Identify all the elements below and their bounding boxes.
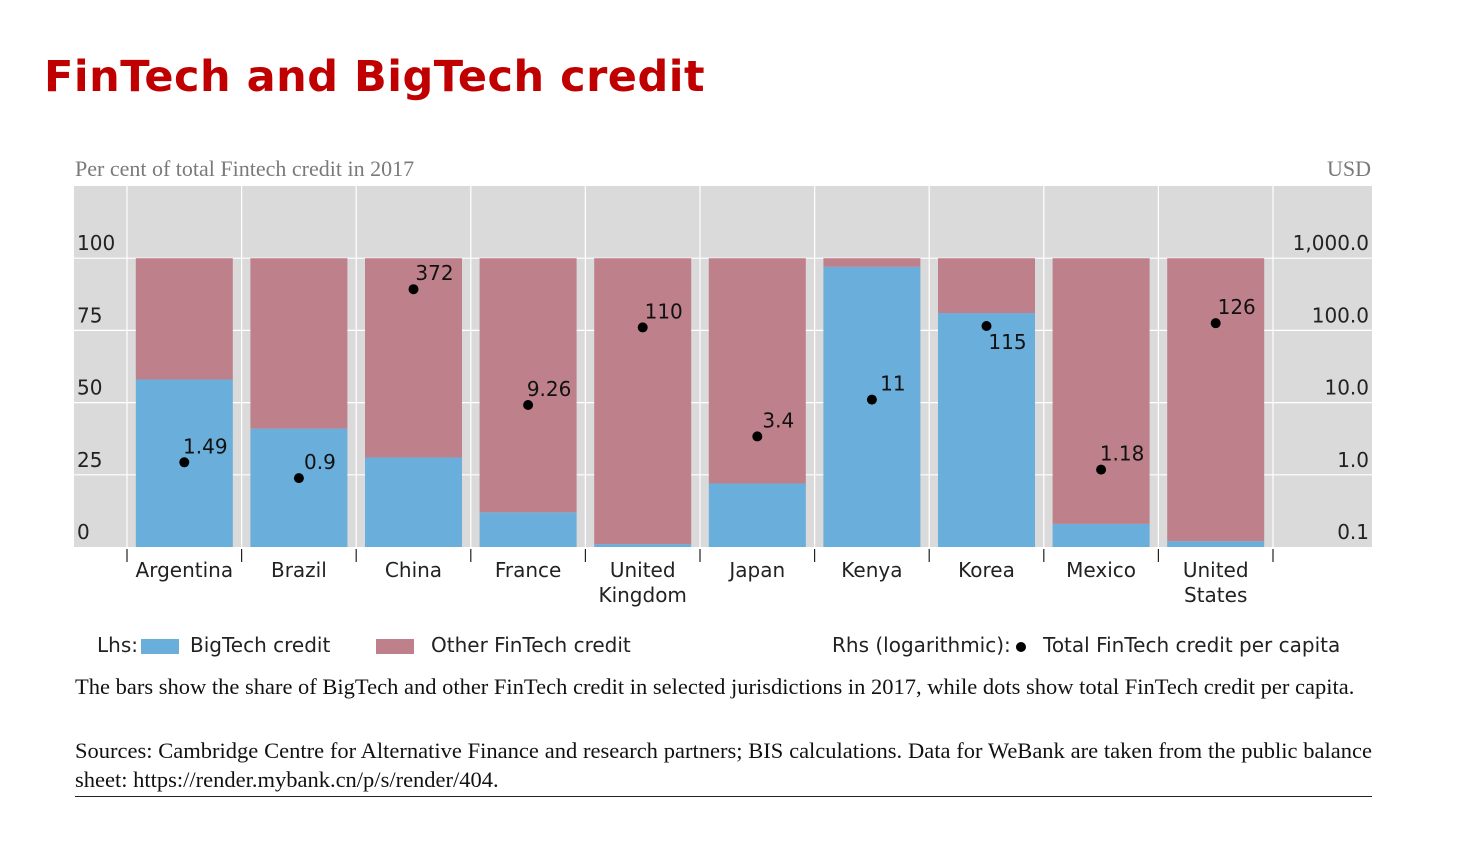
bar-other-fintech — [250, 258, 348, 429]
x-tick-label: Japan — [727, 558, 785, 582]
bar-other-fintech — [823, 258, 921, 267]
bar-other-fintech — [938, 258, 1035, 314]
legend-other-label: Other FinTech credit — [431, 633, 631, 657]
y-right-tick-label: 10.0 — [1324, 376, 1369, 400]
dot-value-label: 1.18 — [1100, 442, 1145, 466]
y-left-tick-label: 50 — [77, 376, 102, 400]
legend-dot-marker — [1016, 642, 1026, 652]
legend-lhs-label: Lhs: — [97, 633, 138, 657]
legend-dots-label: Total FinTech credit per capita — [1043, 633, 1341, 657]
x-tick-label: Kenya — [841, 558, 902, 582]
chart-legend: Lhs: BigTech credit Other FinTech credit… — [0, 633, 1484, 663]
legend-rhs-label: Rhs (logarithmic): — [832, 633, 1011, 657]
x-tick-label: France — [495, 558, 562, 582]
y-right-tick-label: 1.0 — [1337, 448, 1369, 472]
slide-title: FinTech and BigTech credit — [44, 52, 706, 102]
y-right-tick-label: 100.0 — [1312, 303, 1369, 327]
left-axis-unit-label: Per cent of total Fintech credit in 2017 — [75, 156, 415, 181]
bottom-rule — [75, 796, 1372, 797]
chart-sources-note: Sources: Cambridge Centre for Alternativ… — [75, 738, 1372, 792]
chart-description-note: The bars show the share of BigTech and o… — [75, 674, 1355, 699]
dot-total-fintech-per-capita — [293, 473, 304, 484]
y-left-tick-label: 100 — [77, 231, 115, 255]
dot-total-fintech-per-capita — [1096, 464, 1107, 475]
bar-bigtech — [250, 428, 348, 547]
dot-value-label: 372 — [415, 261, 453, 285]
dot-value-label: 3.4 — [762, 408, 794, 432]
dot-value-label: 0.9 — [304, 450, 336, 474]
x-tick-label: Brazil — [271, 558, 327, 582]
dot-total-fintech-per-capita — [866, 394, 877, 405]
bar-other-fintech — [708, 258, 806, 484]
bar-bigtech — [823, 266, 921, 547]
x-tick-label: Argentina — [136, 558, 234, 582]
dot-value-label: 11 — [880, 372, 905, 396]
x-tick-label: Mexico — [1066, 558, 1136, 582]
dot-total-fintech-per-capita — [637, 322, 648, 333]
bar-bigtech — [594, 544, 692, 547]
right-axis-unit-label: USD — [1326, 156, 1371, 181]
dot-total-fintech-per-capita — [981, 321, 992, 332]
bar-bigtech — [1052, 523, 1150, 547]
dot-total-fintech-per-capita — [523, 400, 534, 411]
bar-other-fintech — [1167, 258, 1265, 542]
legend-bigtech-label: BigTech credit — [190, 633, 331, 657]
y-left-tick-label: 0 — [77, 520, 90, 544]
dot-total-fintech-per-capita — [179, 457, 190, 468]
bar-bigtech — [708, 483, 806, 547]
x-tick-label: Korea — [958, 558, 1015, 582]
dot-value-label: 110 — [645, 299, 683, 323]
chart: Argentina Brazil China France United Kingdom J… — [74, 186, 1372, 607]
dot-total-fintech-per-capita — [752, 431, 763, 442]
dot-value-label: 126 — [1218, 295, 1256, 319]
bar-other-fintech — [1052, 258, 1150, 524]
bar-bigtech — [938, 313, 1035, 547]
bar-bigtech — [1167, 541, 1265, 547]
bar-other-fintech — [594, 258, 692, 545]
legend-other-swatch — [376, 639, 414, 654]
dot-value-label: 9.26 — [527, 377, 572, 401]
y-right-tick-label: 0.1 — [1337, 520, 1369, 544]
bar-bigtech — [365, 457, 462, 547]
dot-total-fintech-per-capita — [408, 284, 419, 295]
x-tick-label: United Kingdom — [598, 558, 686, 607]
dot-value-label: 115 — [988, 330, 1026, 354]
legend-bigtech-swatch — [141, 639, 179, 654]
bar-bigtech — [479, 512, 577, 547]
x-tick-label: China — [385, 558, 442, 582]
bar-other-fintech — [479, 258, 577, 513]
y-right-tick-label: 1,000.0 — [1293, 231, 1369, 255]
bar-other-fintech — [135, 258, 233, 380]
dot-value-label: 1.49 — [183, 434, 228, 458]
dot-total-fintech-per-capita — [1210, 318, 1221, 329]
y-left-tick-label: 75 — [77, 303, 102, 327]
y-left-tick-label: 25 — [77, 448, 102, 472]
x-tick-label: United States — [1183, 558, 1249, 607]
